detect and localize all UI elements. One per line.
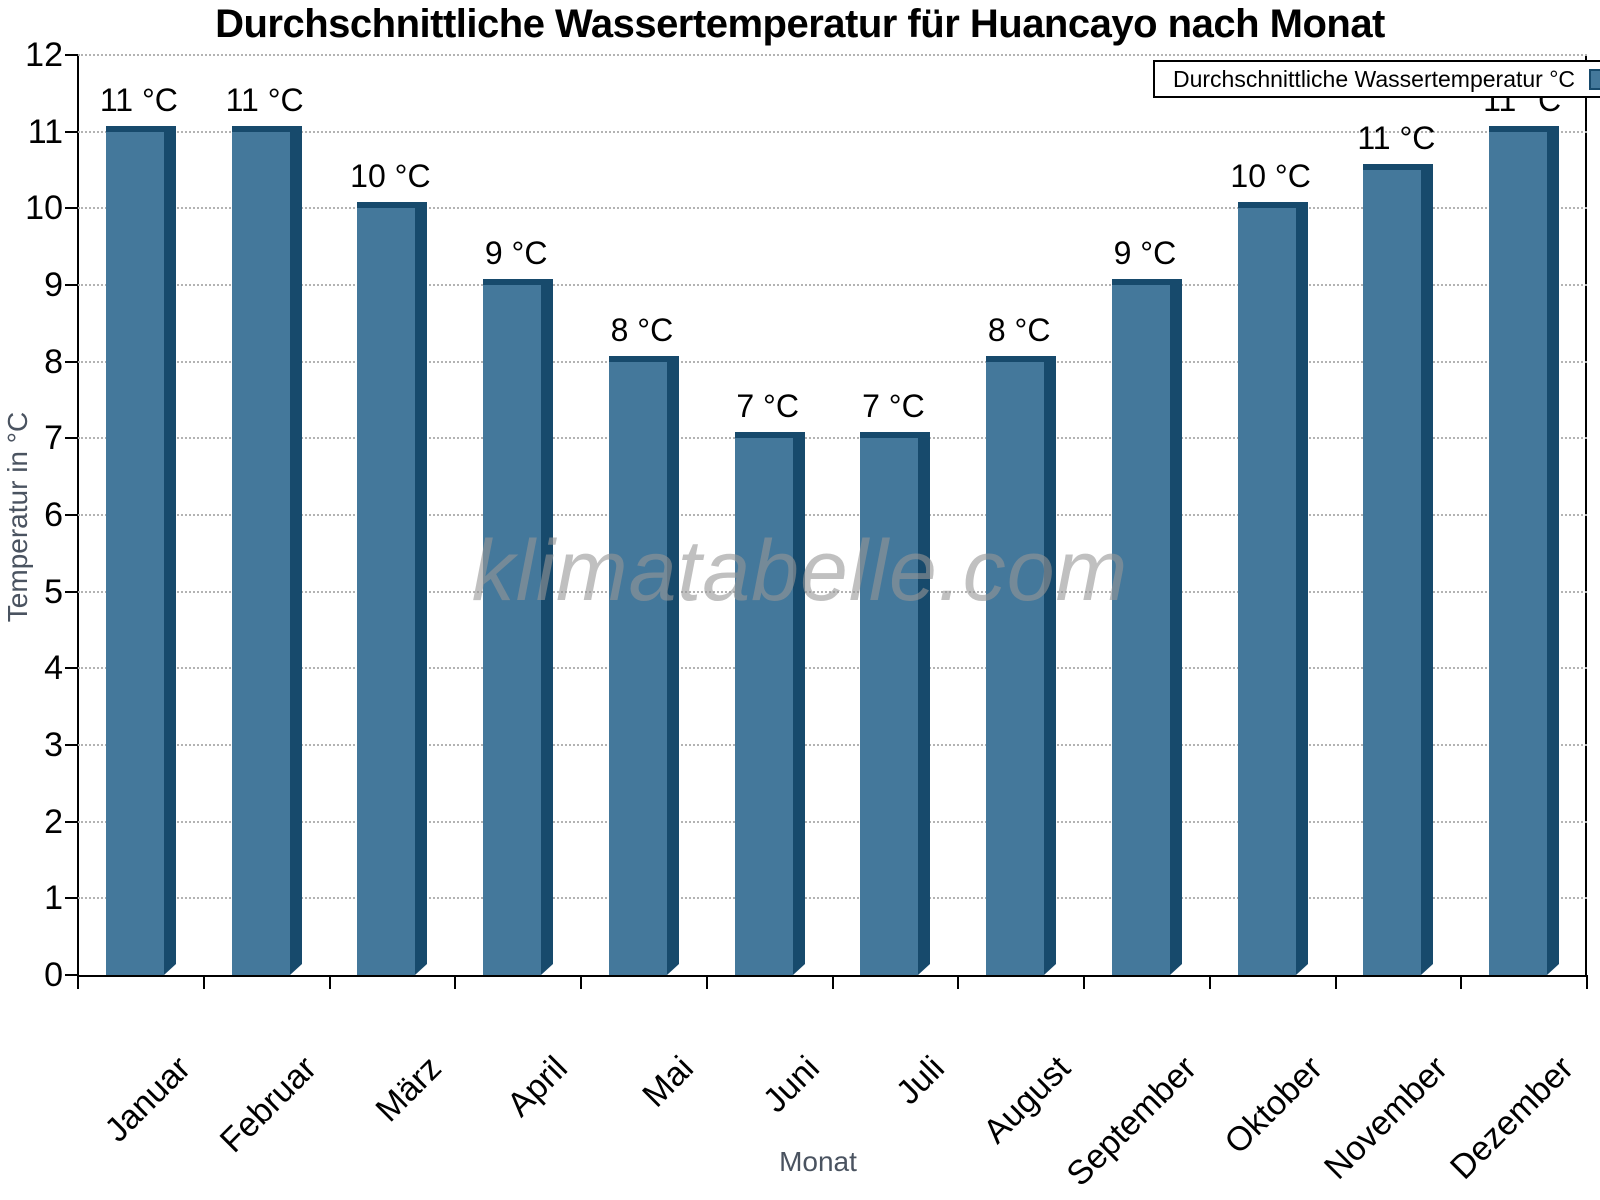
- x-tick-4: [580, 975, 582, 989]
- bar-mai: [608, 355, 679, 975]
- bar-juni: [734, 432, 805, 975]
- bar-bevel-notch: [1295, 963, 1308, 975]
- y-axis-line: [77, 55, 79, 977]
- y-tick-label-4: 4: [44, 649, 63, 688]
- x-tick-7: [957, 975, 960, 989]
- y-tick-4: [65, 667, 78, 670]
- y-tick-2: [65, 820, 78, 823]
- bar-value-label-juli: 7 °C: [862, 388, 925, 425]
- bar-oktober: [1237, 202, 1308, 975]
- gridline-10: [78, 207, 1587, 210]
- bar-value-label-august: 8 °C: [987, 311, 1051, 348]
- bar-bevel-notch: [1169, 964, 1182, 975]
- bar-value-label-mai: 8 °C: [610, 311, 674, 348]
- bar-value-label-februar: 11 °C: [225, 81, 304, 118]
- y-tick-label-8: 8: [44, 342, 63, 381]
- gridline-8: [78, 360, 1587, 363]
- bar-januar: [105, 125, 176, 975]
- bar-juli: [860, 432, 931, 975]
- x-tick-6: [831, 975, 834, 989]
- legend-label: Durchschnittliche Wassertemperatur °C: [1173, 65, 1576, 92]
- bar-bevel-notch: [289, 963, 302, 975]
- bar-value-label-april: 9 °C: [484, 235, 548, 271]
- x-tick-8: [1083, 975, 1085, 989]
- plot-area: 0 1 2 3 4 5 6 7 8 9 10 11 12 11 °C Januar 11 °C Februar 1…: [25, 38, 1588, 1193]
- y-tick-3: [65, 744, 78, 746]
- bar-value-label-september: 9 °C: [1113, 235, 1177, 271]
- chart-title: Durchschnittliche Wassertemperatur für H…: [215, 2, 1385, 46]
- y-tick-7: [65, 437, 78, 440]
- y-tick-label-12: 12: [25, 36, 63, 74]
- y-tick-10: [65, 207, 78, 210]
- bar-value-label-juni: 7 °C: [736, 388, 799, 425]
- bar-bevel-notch: [792, 963, 805, 975]
- gridline-3: [78, 744, 1587, 746]
- x-tick-10: [1334, 975, 1337, 989]
- gridline-7: [78, 437, 1587, 440]
- y-tick-label-6: 6: [44, 496, 63, 534]
- bar-bevel-notch: [163, 963, 176, 975]
- x-tick-11: [1460, 975, 1463, 989]
- y-tick-label-5: 5: [44, 572, 63, 611]
- y-tick-label-10: 10: [25, 189, 63, 228]
- gridline-5: [78, 590, 1587, 593]
- bar-value-label-januar: 11 °C: [99, 81, 178, 118]
- y-tick-label-11: 11: [27, 112, 63, 151]
- bar-value-label-märz: 10 °C: [350, 158, 431, 195]
- y-tick-label-9: 9: [44, 266, 63, 304]
- bar-april: [483, 279, 554, 975]
- gridline-2: [78, 820, 1587, 823]
- gridline-4: [78, 667, 1587, 670]
- gridline-12: [78, 54, 1587, 56]
- y-tick-label-0: 0: [44, 956, 63, 994]
- plot-right-border: [1585, 55, 1587, 977]
- y-tick-6: [65, 514, 78, 516]
- y-tick-9: [65, 284, 78, 286]
- bar-märz: [357, 202, 428, 975]
- bar-november: [1363, 164, 1434, 975]
- y-tick-label-1: 1: [44, 879, 63, 918]
- gridline-6: [78, 514, 1587, 516]
- legend-swatch-icon: [1589, 68, 1600, 90]
- y-tick-label-7: 7: [44, 419, 63, 458]
- y-tick-8: [65, 360, 78, 363]
- x-tick-2: [328, 975, 331, 989]
- y-tick-1: [65, 897, 78, 900]
- bar-februar: [231, 125, 302, 975]
- y-tick-12: [65, 54, 78, 56]
- x-axis-title: Monat: [779, 1146, 857, 1177]
- y-tick-label-2: 2: [44, 802, 63, 841]
- gridline-11: [78, 130, 1587, 133]
- x-tick-9: [1208, 975, 1211, 989]
- bar-value-label-oktober: 10 °C: [1230, 158, 1311, 195]
- y-tick-label-3: 3: [44, 726, 63, 764]
- x-tick-1: [202, 975, 205, 989]
- x-tick-0: [77, 975, 79, 989]
- y-tick-11: [65, 130, 78, 133]
- y-tick-0: [65, 974, 78, 976]
- x-tick-3: [454, 975, 457, 989]
- legend: Durchschnittliche Wassertemperatur °C: [1153, 60, 1600, 98]
- x-tick-5: [705, 975, 708, 989]
- bar-value-label-november: 11 °C: [1357, 120, 1436, 156]
- x-tick-12: [1586, 975, 1588, 989]
- bar-bevel-notch: [1547, 963, 1560, 975]
- bar-dezember: [1489, 125, 1560, 975]
- y-tick-5: [65, 590, 78, 593]
- bar-bevel-notch: [1044, 963, 1057, 975]
- gridline-9: [78, 284, 1587, 286]
- bar-bevel-notch: [541, 964, 554, 975]
- gridline-1: [78, 897, 1587, 900]
- bar-bevel-notch: [415, 963, 428, 975]
- bar-august: [986, 355, 1057, 975]
- bar-september: [1111, 279, 1182, 975]
- bar-bevel-notch: [918, 963, 931, 975]
- bar-bevel-notch: [1421, 964, 1434, 975]
- bar-bevel-notch: [666, 963, 679, 975]
